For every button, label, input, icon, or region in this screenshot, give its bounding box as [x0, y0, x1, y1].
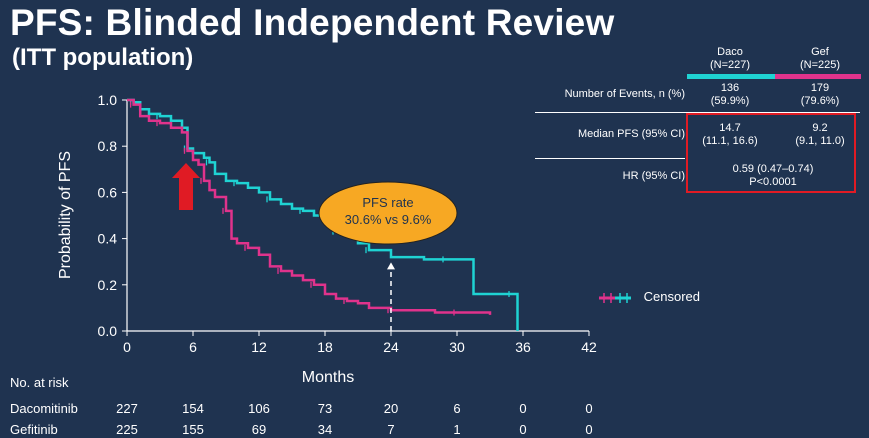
row-median-label: Median PFS (95% CI)	[578, 128, 685, 140]
legend-label: Censored	[643, 289, 700, 304]
at-risk-value: 34	[317, 422, 333, 437]
median-gef-value: 9.2	[812, 122, 828, 134]
table-divider	[535, 112, 860, 113]
x-tick-label: 24	[383, 339, 399, 355]
hr-value: 0.59 (0.47–0.74)	[732, 163, 814, 175]
col-gef-name: Gef	[811, 46, 829, 58]
y-tick-label: 0.2	[98, 277, 118, 293]
row-events-label: Number of Events, n (%)	[564, 88, 685, 100]
censored-marker-icon	[599, 292, 631, 303]
median-daco-value: 14.7	[719, 122, 741, 134]
daco-color-bar	[687, 74, 775, 79]
y-tick-label: 0.8	[98, 138, 118, 154]
row-events-gef: 179 (79.6%)	[777, 82, 863, 108]
median-daco-ci: (11.1, 16.6)	[702, 135, 758, 147]
x-tick-label: 42	[581, 339, 597, 355]
events-gef-pct: (79.6%)	[800, 95, 840, 107]
pfs-rate-value: 30.6% vs 9.6%	[345, 212, 432, 227]
y-tick-label: 0.6	[98, 184, 118, 200]
results-table: Daco (N=227) Gef (N=225) Number of Event…	[535, 46, 863, 206]
at-risk-value: 73	[317, 401, 333, 416]
x-tick-label: 36	[515, 339, 531, 355]
at-risk-row-label-daco: Dacomitinib	[10, 401, 78, 416]
col-daco-n: (N=227)	[709, 59, 751, 71]
x-tick-label: 18	[317, 339, 333, 355]
censored-legend: Censored	[598, 289, 700, 304]
events-daco-value: 136	[720, 82, 740, 94]
red-arrow-icon	[172, 163, 200, 210]
at-risk-value: 106	[248, 401, 270, 416]
y-tick-label: 0.4	[98, 231, 118, 247]
col-gef-n: (N=225)	[799, 59, 841, 71]
row-events-daco: 136 (59.9%)	[685, 82, 775, 108]
y-axis-title: Probability of PFS	[57, 151, 74, 279]
at-risk-value: 20	[383, 401, 399, 416]
at-risk-value: 227	[116, 401, 138, 416]
page-title: PFS: Blinded Independent Review	[10, 2, 615, 43]
at-risk-value: 0	[585, 401, 593, 416]
at-risk-value: 0	[585, 422, 593, 437]
series-line-dacomitinib	[127, 98, 519, 331]
col-gef-header: Gef (N=225)	[777, 46, 863, 72]
x-axis-title: Months	[302, 369, 354, 386]
dashed-marker-arrowhead	[387, 262, 395, 270]
at-risk-value: 69	[251, 422, 267, 437]
pfs-rate-bubble	[318, 181, 458, 245]
at-risk-value: 225	[116, 422, 138, 437]
row-median-daco: 14.7 (11.1, 16.6)	[685, 122, 775, 148]
page-subtitle: (ITT population)	[12, 44, 194, 71]
row-hr-label: HR (95% CI)	[622, 170, 685, 182]
x-tick-label: 0	[123, 339, 131, 355]
at-risk-value: 7	[387, 422, 395, 437]
pfs-rate-label: PFS rate	[362, 195, 413, 210]
col-daco-header: Daco (N=227)	[685, 46, 775, 72]
table-divider	[535, 158, 685, 159]
at-risk-value: 155	[182, 422, 204, 437]
at-risk-value: 0	[519, 401, 527, 416]
series-line-gefitinib	[127, 98, 492, 315]
at-risk-value: 1	[453, 422, 461, 437]
col-daco-name: Daco	[717, 46, 743, 58]
x-tick-label: 30	[449, 339, 465, 355]
row-median-gef: 9.2 (9.1, 11.0)	[777, 122, 863, 148]
y-tick-label: 0.0	[98, 323, 118, 339]
x-tick-label: 6	[189, 339, 197, 355]
p-value: P<0.0001	[749, 176, 797, 188]
at-risk-value: 6	[453, 401, 461, 416]
at-risk-value: 0	[519, 422, 527, 437]
at-risk-row-label-gef: Gefitinib	[10, 422, 58, 437]
median-gef-ci: (9.1, 11.0)	[795, 135, 845, 147]
y-tick-label: 1.0	[98, 92, 118, 108]
at-risk-header: No. at risk	[10, 375, 69, 390]
x-tick-label: 12	[251, 339, 267, 355]
events-gef-value: 179	[810, 82, 830, 94]
gef-color-bar	[775, 74, 861, 79]
row-hr-value: 0.59 (0.47–0.74) P<0.0001	[685, 163, 861, 189]
events-daco-pct: (59.9%)	[710, 95, 750, 107]
at-risk-value: 154	[182, 401, 204, 416]
highlight-box	[686, 113, 856, 193]
